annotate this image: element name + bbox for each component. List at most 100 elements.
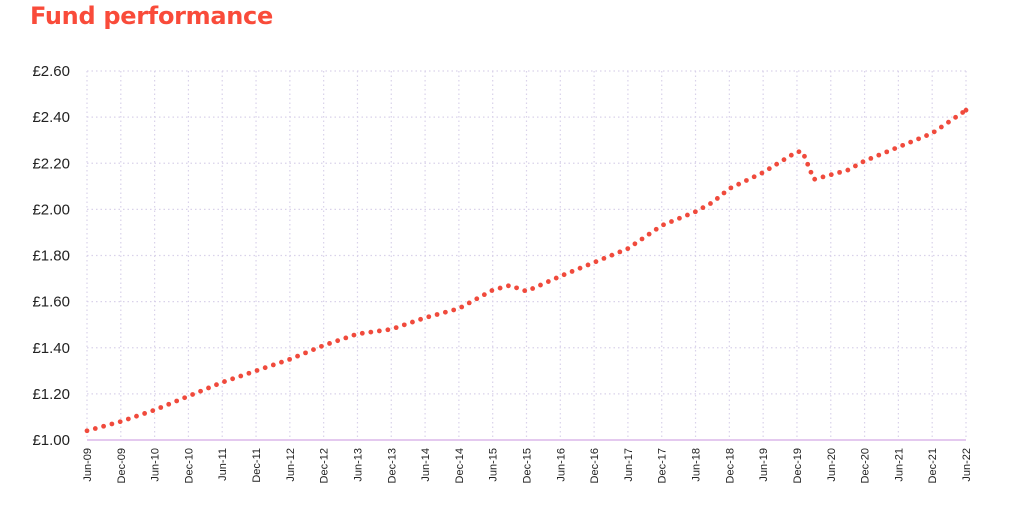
gridlines bbox=[86, 70, 967, 440]
series-dot bbox=[410, 319, 415, 325]
x-tick-label: Jun-19 bbox=[758, 448, 770, 482]
series-dot bbox=[860, 159, 866, 165]
series-dot bbox=[418, 316, 423, 322]
x-tick-label: Dec-11 bbox=[251, 448, 263, 483]
series-dot bbox=[92, 426, 98, 431]
series-dot bbox=[812, 176, 818, 182]
x-tick-label: Dec-14 bbox=[454, 448, 466, 483]
series-dot bbox=[538, 282, 543, 288]
x-tick-label: Dec-21 bbox=[927, 448, 939, 483]
series-dot bbox=[459, 304, 465, 310]
x-tick-label: Jun-22 bbox=[961, 448, 973, 482]
series-dot bbox=[142, 411, 148, 416]
chart-title: Fund performance bbox=[30, 2, 273, 30]
x-tick-label: Jun-21 bbox=[893, 448, 905, 482]
series-dot bbox=[788, 152, 794, 158]
y-tick-label: £2.60 bbox=[32, 63, 70, 80]
series-dot bbox=[434, 312, 440, 317]
series-dot bbox=[319, 343, 324, 349]
series-dot bbox=[751, 174, 757, 180]
series-dot bbox=[853, 163, 858, 169]
x-tick-label: Jun-16 bbox=[555, 448, 567, 482]
series-dot bbox=[359, 330, 365, 336]
series-dot bbox=[632, 241, 638, 247]
x-axis-tick-labels: Jun-09 Dec-09 Jun-10 Dec-10 Jun-11 Dec-11 Jun-… bbox=[82, 448, 973, 483]
series-dot bbox=[474, 296, 480, 302]
x-tick-label: Dec-12 bbox=[319, 448, 331, 483]
x-tick-label: Dec-13 bbox=[386, 448, 398, 483]
series-dot bbox=[190, 392, 195, 397]
series-dot bbox=[661, 222, 666, 228]
series-dot bbox=[270, 362, 276, 368]
y-tick-label: £1.00 bbox=[32, 432, 70, 449]
series-dot bbox=[677, 215, 682, 221]
y-tick-label: £2.20 bbox=[32, 155, 70, 172]
series-dot bbox=[669, 219, 674, 224]
x-tick-label: Jun-18 bbox=[691, 448, 703, 482]
series-dot bbox=[700, 205, 706, 211]
fund-price-series bbox=[84, 107, 969, 434]
series-dot bbox=[514, 285, 519, 291]
series-dot bbox=[246, 370, 252, 376]
series-dot bbox=[908, 139, 914, 145]
series-dot bbox=[916, 136, 921, 142]
series-dot bbox=[198, 388, 203, 394]
series-dot bbox=[728, 185, 734, 191]
series-dot bbox=[182, 395, 188, 401]
x-tick-label: Jun-17 bbox=[623, 448, 635, 482]
series-dot bbox=[820, 174, 826, 180]
series-dot bbox=[451, 307, 457, 313]
series-dot bbox=[892, 146, 898, 152]
x-tick-label: Jun-10 bbox=[150, 448, 162, 482]
x-tick-label: Jun-13 bbox=[352, 448, 364, 482]
series-dot bbox=[963, 107, 969, 113]
series-dot bbox=[639, 236, 645, 242]
series-dot bbox=[868, 155, 874, 161]
series-dot bbox=[796, 149, 802, 155]
series-dot bbox=[884, 149, 890, 155]
x-tick-label: Jun-11 bbox=[217, 448, 229, 481]
series-dot bbox=[714, 196, 720, 201]
series-dot bbox=[206, 385, 211, 391]
series-dot bbox=[938, 124, 944, 130]
y-tick-label: £2.00 bbox=[32, 201, 70, 218]
series-dot bbox=[553, 275, 559, 281]
series-dot bbox=[343, 335, 349, 341]
series-dot bbox=[522, 288, 528, 294]
series-dot bbox=[303, 350, 308, 356]
series-dot bbox=[109, 421, 115, 427]
series-dot bbox=[311, 347, 316, 353]
x-tick-label: Dec-17 bbox=[657, 448, 669, 483]
series-dot bbox=[385, 327, 391, 333]
y-tick-label: £1.60 bbox=[32, 294, 70, 311]
series-dot bbox=[808, 169, 814, 175]
x-tick-label: Dec-20 bbox=[860, 448, 872, 483]
series-dot bbox=[837, 169, 842, 175]
series-dot bbox=[489, 288, 495, 293]
series-dot bbox=[900, 142, 906, 148]
series-dot bbox=[781, 157, 787, 163]
series-dot bbox=[946, 119, 951, 125]
series-dot bbox=[545, 279, 551, 284]
series-dot bbox=[134, 413, 139, 419]
series-dot bbox=[506, 283, 511, 289]
series-dot bbox=[393, 325, 399, 331]
series-dot bbox=[736, 181, 742, 187]
x-tick-label: Dec-15 bbox=[522, 448, 534, 483]
series-dot bbox=[442, 309, 448, 315]
series-dot bbox=[625, 246, 631, 252]
series-dot bbox=[931, 129, 937, 135]
series-dot bbox=[279, 359, 284, 365]
x-tick-label: Jun-12 bbox=[285, 448, 297, 482]
series-dot bbox=[617, 249, 623, 255]
series-dot bbox=[561, 272, 567, 278]
series-dot bbox=[222, 379, 227, 384]
y-tick-label: £1.40 bbox=[32, 340, 70, 357]
series-dot bbox=[721, 190, 727, 196]
series-dot bbox=[569, 269, 575, 274]
series-dot bbox=[744, 178, 749, 183]
series-dot bbox=[238, 373, 244, 379]
series-dot bbox=[351, 332, 357, 338]
series-dot bbox=[368, 329, 374, 335]
series-dot bbox=[174, 398, 180, 404]
